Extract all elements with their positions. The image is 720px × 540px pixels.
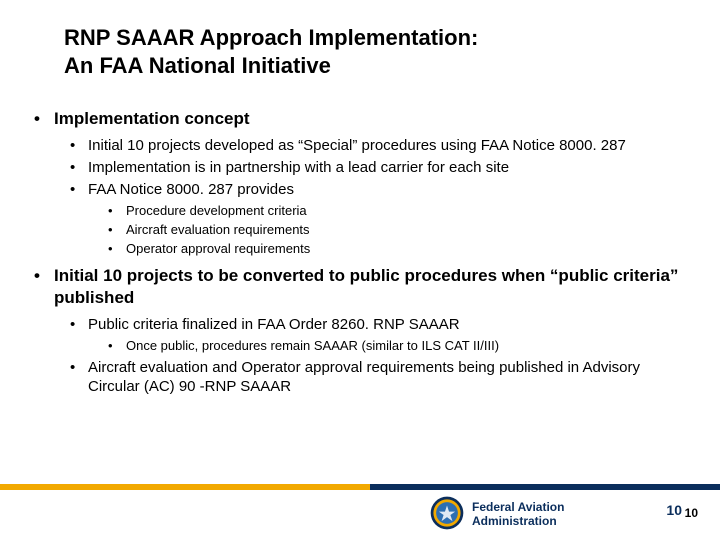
- bullet-item: Operator approval requirements: [106, 241, 692, 258]
- footer-org: Federal Aviation Administration: [472, 500, 564, 529]
- bullet-item: Initial 10 projects to be converted to p…: [32, 265, 692, 396]
- bullet-text: FAA Notice 8000. 287 provides: [88, 181, 294, 198]
- bullet-list: Implementation concept Initial 10 project…: [32, 108, 692, 396]
- bullet-item: Aircraft evaluation and Operator approva…: [68, 358, 692, 396]
- bullet-text: Initial 10 projects developed as “Specia…: [88, 137, 626, 154]
- bullet-text: Once public, procedures remain SAAAR (si…: [126, 338, 499, 353]
- bullet-text: Implementation is in partnership with a …: [88, 159, 509, 176]
- title-line-2: An FAA National Initiative: [64, 53, 331, 78]
- bullet-text: Aircraft evaluation and Operator approva…: [88, 359, 640, 395]
- page-number-primary: 10: [666, 502, 682, 518]
- footer-org-line-2: Administration: [472, 514, 557, 528]
- bullet-item: Aircraft evaluation requirements: [106, 222, 692, 239]
- bullet-item: Once public, procedures remain SAAAR (si…: [106, 338, 692, 355]
- footer-bar-accent: [0, 484, 370, 490]
- bullet-sublist: Initial 10 projects developed as “Specia…: [68, 136, 692, 257]
- bullet-text: Aircraft evaluation requirements: [126, 222, 310, 237]
- footer-bar: [0, 484, 720, 490]
- bullet-sublist: Once public, procedures remain SAAAR (si…: [106, 338, 692, 355]
- bullet-item: Implementation concept Initial 10 project…: [32, 108, 692, 257]
- bullet-item: Procedure development criteria: [106, 203, 692, 220]
- page-number-secondary: 10: [685, 506, 698, 520]
- bullet-item: Initial 10 projects developed as “Specia…: [68, 136, 692, 155]
- bullet-item: Public criteria finalized in FAA Order 8…: [68, 315, 692, 355]
- footer-org-line-1: Federal Aviation: [472, 500, 564, 514]
- bullet-sublist: Procedure development criteria Aircraft e…: [106, 203, 692, 257]
- slide-content: Implementation concept Initial 10 project…: [32, 108, 692, 404]
- bullet-item: FAA Notice 8000. 287 provides Procedure d…: [68, 180, 692, 257]
- bullet-sublist: Public criteria finalized in FAA Order 8…: [68, 315, 692, 396]
- bullet-text: Initial 10 projects to be converted to p…: [54, 266, 678, 307]
- bullet-text: Implementation concept: [54, 109, 250, 128]
- slide-footer: Federal Aviation Administration 10 10: [0, 484, 720, 540]
- bullet-text: Procedure development criteria: [126, 203, 307, 218]
- title-line-1: RNP SAAAR Approach Implementation:: [64, 25, 478, 50]
- bullet-text: Public criteria finalized in FAA Order 8…: [88, 316, 460, 333]
- faa-seal-icon: [430, 496, 464, 530]
- bullet-item: Implementation is in partnership with a …: [68, 158, 692, 177]
- bullet-text: Operator approval requirements: [126, 241, 310, 256]
- slide-title: RNP SAAAR Approach Implementation: An FA…: [64, 24, 664, 79]
- slide: RNP SAAAR Approach Implementation: An FA…: [0, 0, 720, 540]
